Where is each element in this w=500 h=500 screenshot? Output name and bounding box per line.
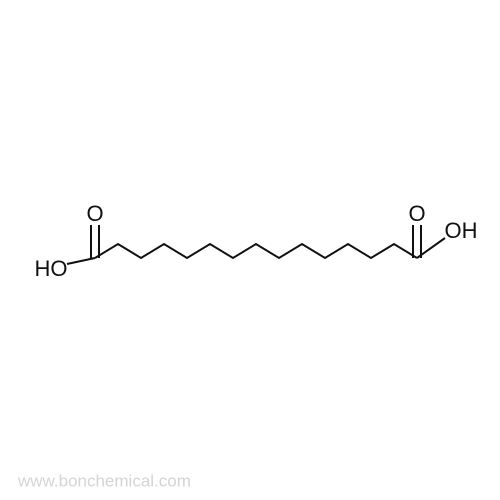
molecule-canvas: O HO O OH www.bonchemical.com bbox=[0, 0, 500, 500]
carbon-chain bbox=[95, 244, 417, 258]
oxygen-label-left: O bbox=[86, 201, 103, 226]
hydroxyl-label-right: OH bbox=[445, 218, 478, 243]
oxygen-label-right: O bbox=[408, 201, 425, 226]
bond-to-oh-left bbox=[67, 258, 95, 264]
watermark-text: www.bonchemical.com bbox=[17, 471, 191, 490]
hydroxyl-label-left: HO bbox=[35, 256, 68, 281]
